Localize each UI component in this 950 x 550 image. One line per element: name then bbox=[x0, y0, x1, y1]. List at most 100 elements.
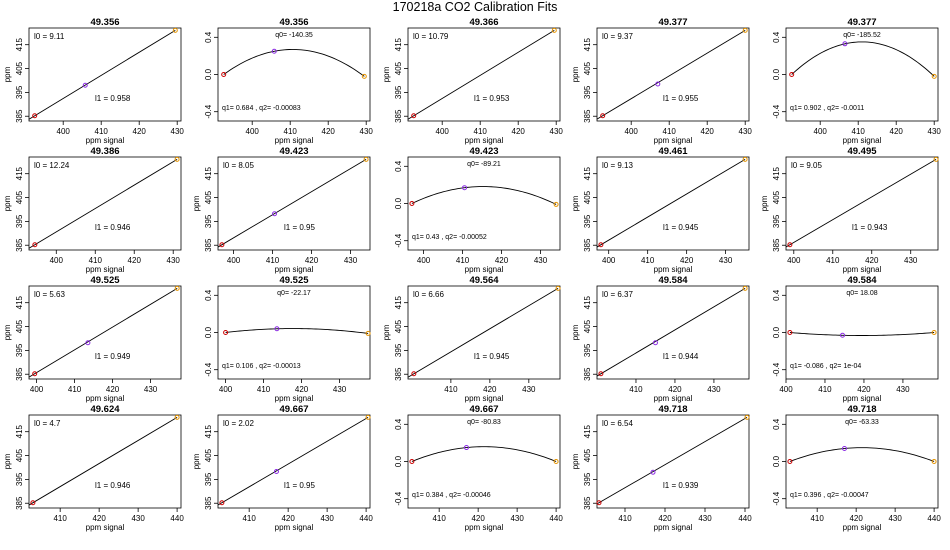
data-point bbox=[219, 500, 225, 506]
calibration-panel: 49.667 410 420 430 440 -0.4 0.0 0.4 ppm signal q0… bbox=[394, 404, 563, 532]
x-tick-label: 410 bbox=[663, 127, 677, 136]
x-axis-label: ppm signal bbox=[86, 265, 125, 274]
calibration-panel: 49.356 400 410 420 430 -0.4 0.0 0.4 ppm signal q0… bbox=[204, 17, 373, 145]
y-axis-label: ppm bbox=[3, 453, 12, 469]
fit-curve bbox=[223, 49, 365, 77]
y-tick-label: 415 bbox=[15, 295, 24, 309]
slope-label: l1 = 0.95 bbox=[284, 223, 315, 232]
y-tick-label: 385 bbox=[15, 109, 24, 123]
calibration-panel: 49.495 400 410 420 430 385 395 405 415 ppm signal… bbox=[760, 146, 939, 274]
y-axis-label: ppm bbox=[3, 66, 12, 82]
y-tick-label: 385 bbox=[394, 367, 403, 381]
x-axis-label: ppm signal bbox=[465, 265, 504, 274]
x-tick-label: 400 bbox=[227, 256, 241, 265]
calibration-panel: 49.718 410 420 430 440 -0.4 0.0 0.4 ppm signal q0… bbox=[772, 404, 941, 532]
fit-line bbox=[596, 158, 746, 248]
x-tick-label: 400 bbox=[30, 385, 44, 394]
x-tick-label: 430 bbox=[707, 385, 721, 394]
x-axis-label: ppm signal bbox=[654, 523, 693, 532]
fit-curve bbox=[411, 446, 557, 462]
y-tick-label: 395 bbox=[394, 85, 403, 99]
data-point bbox=[933, 156, 939, 162]
data-point bbox=[841, 445, 847, 451]
x-tick-label: 400 bbox=[246, 127, 260, 136]
y-tick-label: 0.0 bbox=[772, 455, 781, 467]
panel-frame bbox=[217, 156, 371, 251]
data-point bbox=[742, 156, 748, 162]
q1-q2-label: q1= 0.106 , q2= -0.00013 bbox=[222, 363, 301, 370]
panel-frame bbox=[28, 156, 182, 251]
y-tick-label: 395 bbox=[15, 343, 24, 357]
y-axis-label: ppm bbox=[192, 453, 201, 469]
q1-q2-label: q1= 0.396 , q2= -0.00047 bbox=[790, 492, 869, 499]
panel-frame bbox=[596, 156, 750, 251]
data-point bbox=[931, 73, 937, 79]
y-tick-label: 385 bbox=[15, 496, 24, 510]
intercept-label: l0 = 6.37 bbox=[602, 290, 633, 299]
x-tick-label: 430 bbox=[896, 385, 910, 394]
x-tick-label: 420 bbox=[865, 256, 879, 265]
y-axis-label: ppm bbox=[3, 195, 12, 211]
y-tick-label: 415 bbox=[204, 166, 213, 180]
x-tick-label: 410 bbox=[474, 127, 488, 136]
y-tick-label: 0.4 bbox=[394, 418, 403, 430]
slope-label: l1 = 0.958 bbox=[95, 94, 131, 103]
y-axis-label: ppm bbox=[760, 195, 769, 211]
data-point bbox=[85, 340, 91, 346]
data-point bbox=[363, 156, 369, 162]
data-point bbox=[555, 285, 561, 291]
panel-title: 49.584 bbox=[847, 275, 877, 286]
data-point bbox=[174, 285, 180, 291]
data-point bbox=[32, 113, 38, 119]
y-tick-label: 385 bbox=[583, 496, 592, 510]
q0-label: q0= -80.83 bbox=[467, 419, 501, 426]
data-point bbox=[598, 242, 604, 248]
slope-label: l1 = 0.945 bbox=[474, 352, 510, 361]
y-tick-label: 395 bbox=[15, 85, 24, 99]
x-tick-label: 410 bbox=[68, 385, 82, 394]
y-tick-label: 0.0 bbox=[772, 68, 781, 80]
q0-label: q0= -22.17 bbox=[277, 290, 311, 297]
q1-q2-label: q1= 0.902 , q2= -0.0011 bbox=[790, 105, 864, 112]
y-tick-label: 385 bbox=[394, 109, 403, 123]
x-tick-label: 430 bbox=[144, 385, 158, 394]
y-tick-label: 415 bbox=[394, 295, 403, 309]
data-point bbox=[411, 371, 417, 377]
y-tick-label: -0.4 bbox=[394, 233, 403, 247]
data-point bbox=[409, 201, 415, 206]
y-tick-label: 405 bbox=[583, 319, 592, 333]
y-tick-label: 0.4 bbox=[772, 418, 781, 430]
calibration-panel: 49.584 410 420 430 385 395 405 415 ppm signal ppm… bbox=[571, 275, 750, 403]
intercept-label: l0 = 9.13 bbox=[602, 161, 633, 170]
q1-q2-label: q1= -0.086 , q2= 1e-04 bbox=[790, 363, 861, 370]
x-tick-label: 410 bbox=[242, 514, 256, 523]
y-tick-label: 385 bbox=[583, 367, 592, 381]
data-point bbox=[842, 41, 848, 47]
y-tick-label: 385 bbox=[204, 496, 213, 510]
data-point bbox=[551, 27, 557, 33]
y-tick-label: -0.4 bbox=[204, 362, 213, 376]
panel-title: 49.624 bbox=[90, 404, 120, 415]
y-tick-label: 395 bbox=[204, 472, 213, 486]
y-tick-label: 415 bbox=[583, 295, 592, 309]
slope-label: l1 = 0.939 bbox=[663, 481, 699, 490]
q0-label: q0= -185.52 bbox=[843, 32, 881, 39]
panel-frame bbox=[407, 27, 561, 122]
calibration-panel: 49.423 400 410 420 430 -0.4 0.0 0.4 ppm signal q0… bbox=[394, 146, 561, 274]
y-tick-label: 405 bbox=[15, 190, 24, 204]
data-point bbox=[32, 371, 38, 377]
panel-title: 49.525 bbox=[90, 275, 120, 286]
y-tick-label: 415 bbox=[15, 424, 24, 438]
data-point bbox=[742, 27, 748, 33]
x-tick-label: 430 bbox=[550, 127, 564, 136]
panel-title: 49.356 bbox=[90, 17, 119, 28]
fit-curve bbox=[791, 41, 935, 77]
x-tick-label: 410 bbox=[826, 256, 840, 265]
panel-frame bbox=[785, 156, 939, 251]
panel-title: 49.377 bbox=[847, 17, 876, 28]
x-tick-label: 420 bbox=[857, 385, 871, 394]
x-tick-label: 400 bbox=[436, 127, 450, 136]
data-point bbox=[931, 459, 937, 464]
fit-curve bbox=[789, 447, 935, 462]
y-tick-label: 395 bbox=[583, 343, 592, 357]
